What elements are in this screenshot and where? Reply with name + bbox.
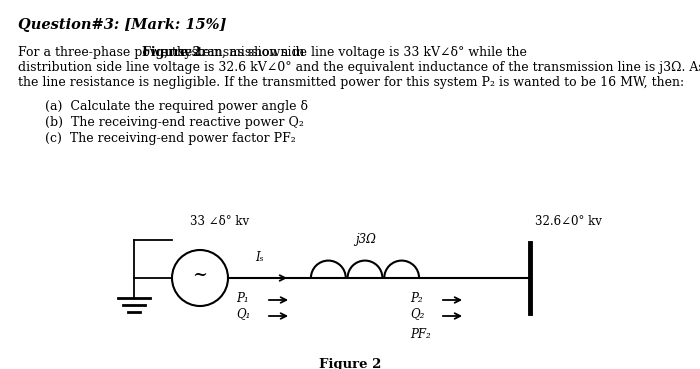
Text: the line resistance is negligible. If the transmitted power for this system P₂ i: the line resistance is negligible. If th… — [18, 76, 684, 89]
Text: P₂: P₂ — [410, 292, 423, 304]
Text: Q₂: Q₂ — [410, 307, 424, 321]
Text: (b)  The receiving-end reactive power Q₂: (b) The receiving-end reactive power Q₂ — [45, 116, 304, 129]
Text: distribution side line voltage is 32.6 kV∠0° and the equivalent inductance of th: distribution side line voltage is 32.6 k… — [18, 61, 700, 74]
Text: Figure 2: Figure 2 — [318, 358, 382, 369]
Text: Figure 2: Figure 2 — [141, 46, 201, 59]
Text: P₁: P₁ — [236, 292, 248, 304]
Text: For a three-phase power system, as shown in: For a three-phase power system, as shown… — [18, 46, 309, 59]
Text: (a)  Calculate the required power angle δ: (a) Calculate the required power angle δ — [45, 100, 308, 113]
Text: PF₂: PF₂ — [410, 328, 430, 341]
Text: 32.6∠0° kv: 32.6∠0° kv — [535, 215, 602, 228]
Text: ~: ~ — [193, 266, 207, 284]
Text: Iₛ: Iₛ — [255, 251, 264, 264]
Text: Q₁: Q₁ — [236, 307, 251, 321]
Text: , the transmission side line voltage is 33 kV∠δ° while the: , the transmission side line voltage is … — [164, 46, 527, 59]
Text: Question#3: [Mark: 15%]: Question#3: [Mark: 15%] — [18, 18, 226, 32]
Text: (c)  The receiving-end power factor PF₂: (c) The receiving-end power factor PF₂ — [45, 132, 295, 145]
Text: 33 ∠δ° kv: 33 ∠δ° kv — [190, 215, 249, 228]
Text: j3Ω: j3Ω — [355, 233, 376, 246]
